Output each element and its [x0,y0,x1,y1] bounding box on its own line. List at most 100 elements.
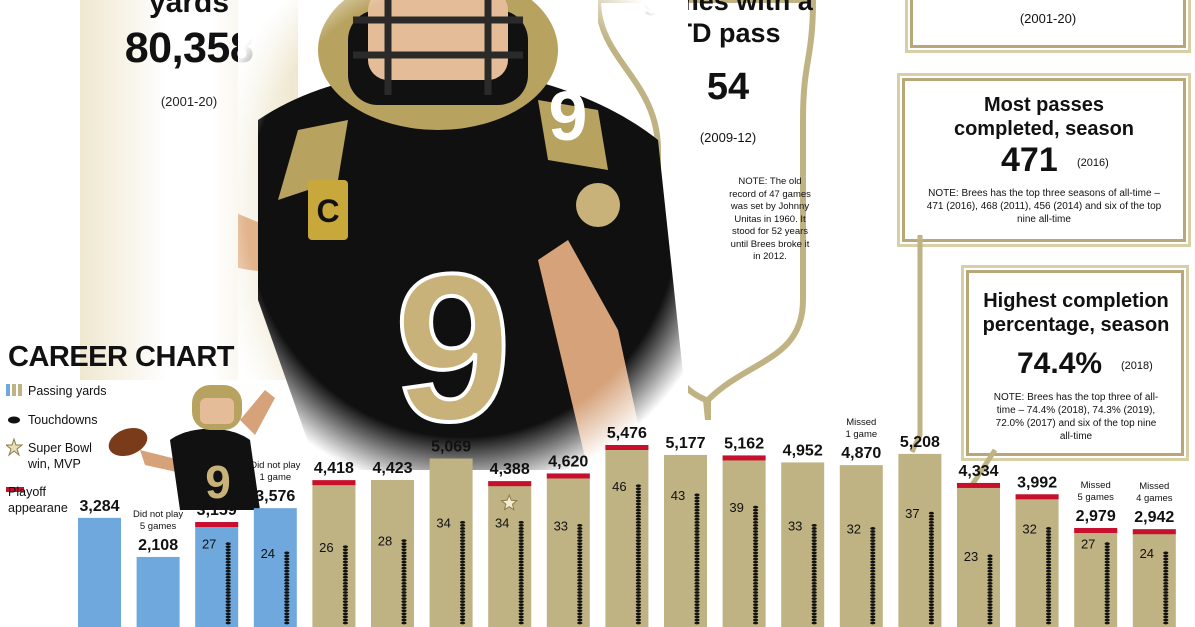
touchdown-dot [225,615,231,619]
touchdown-dot [401,600,407,604]
yards-value-label: 3,159 [197,502,237,519]
bar-note: Did not play [250,460,300,471]
touchdown-dot [342,572,348,576]
touchdown-dot [694,603,700,607]
touchdown-dot [518,530,524,533]
touchdown-dot [577,591,583,594]
touchdown-dot [225,575,231,579]
touchdown-dot [753,505,759,509]
touchdown-dot [870,606,876,610]
touchdown-dot [987,588,993,591]
touchdown-dot [753,572,759,576]
touchdown-count-label: 32 [847,521,861,536]
touchdown-dot [870,621,876,625]
touchdown-dot [1104,566,1110,570]
touchdown-dot [870,572,876,576]
touchdown-dot [1104,621,1110,625]
touchdown-dot [284,563,290,567]
touchdown-dot [342,621,348,625]
touchdown-dot [225,588,231,591]
touchdown-dot [811,618,817,622]
touchdown-dot [342,591,348,594]
touchdown-dot [694,563,700,567]
touchdown-dot [342,612,348,616]
touchdown-dot [811,591,817,594]
touchdown-dot [635,609,642,613]
card-connector-lines [909,235,998,490]
touchdown-dot [870,591,876,594]
touchdown-dot [987,597,993,600]
touchdown-dot [225,612,231,616]
touchdown-dot [928,557,935,561]
yards-value-label: 4,870 [841,445,881,462]
touchdown-dot [1163,557,1169,561]
touchdown-dot [753,548,759,552]
touchdown-dot [401,578,407,582]
touchdown-dot [753,603,759,607]
touchdown-dot [987,600,993,604]
touchdown-dot [928,560,935,564]
touchdown-dot [284,581,290,585]
yards-bar [546,473,590,627]
touchdown-dot [577,554,583,558]
touchdown-dot [1163,581,1169,585]
touchdown-dot [870,536,876,539]
touchdown-dot [1104,545,1110,549]
yards-bar [839,465,883,627]
touchdown-dot [753,520,759,524]
touchdown-dot [1163,566,1169,570]
touchdown-dot [928,572,935,576]
touchdown-dot [1163,563,1169,567]
touchdown-dot [753,560,759,564]
touchdown-count-label: 32 [1022,521,1036,536]
touchdown-dot [811,621,817,625]
touchdown-dot [577,527,583,530]
touchdown-dot [225,548,231,552]
yards-bar [605,445,649,627]
playoff-marker [1074,527,1118,533]
touchdown-dot [342,548,348,552]
touchdown-dot [1163,603,1169,607]
touchdown-dot [753,578,759,582]
touchdown-dot [928,603,935,607]
legend-super-bowl: Super Bowl win, MVP [28,441,92,471]
touchdown-dot [460,548,466,552]
touchdown-dot [870,563,876,567]
touchdown-dot [518,551,524,555]
touchdown-dot [928,548,935,552]
passing-yards-swatch [6,384,22,396]
touchdown-dot [811,530,817,533]
touchdown-dot [1104,588,1110,591]
touchdown-dot [753,609,759,613]
touchdown-dot [811,615,817,619]
touchdown-dot [753,575,759,579]
touchdown-dot [753,591,759,594]
completion-pct-title: Highest completion percentage, season [982,290,1170,336]
touchdown-dot [870,530,876,533]
touchdown-dot [928,524,935,527]
yards-bar [78,517,121,627]
touchdown-dot [284,575,290,579]
touchdown-dot [1046,615,1052,619]
touchdown-dot [518,612,524,616]
touchdown-dot [460,572,466,576]
touchdown-dot [577,585,583,588]
touchdown-dot [928,621,935,625]
touchdown-dot [460,600,466,604]
touchdown-dot [225,578,231,582]
touchdown-dot [1046,551,1052,555]
touchdown-dot [401,563,407,567]
touchdown-dot [753,533,759,536]
touchdown-dot [870,581,876,585]
touchdown-dot [870,597,876,600]
yards-value-label: 2,108 [138,537,178,554]
playoff-marker [195,522,239,528]
touchdown-dot [928,600,935,604]
touchdown-dot [1046,536,1052,539]
legend-passing-yards: Passing yards [28,384,107,398]
touchdown-dot [811,569,817,573]
touchdown-dot [577,581,583,585]
touchdown-dot [342,545,348,549]
touchdown-dot [694,612,700,616]
touchdown-dot [870,594,876,597]
